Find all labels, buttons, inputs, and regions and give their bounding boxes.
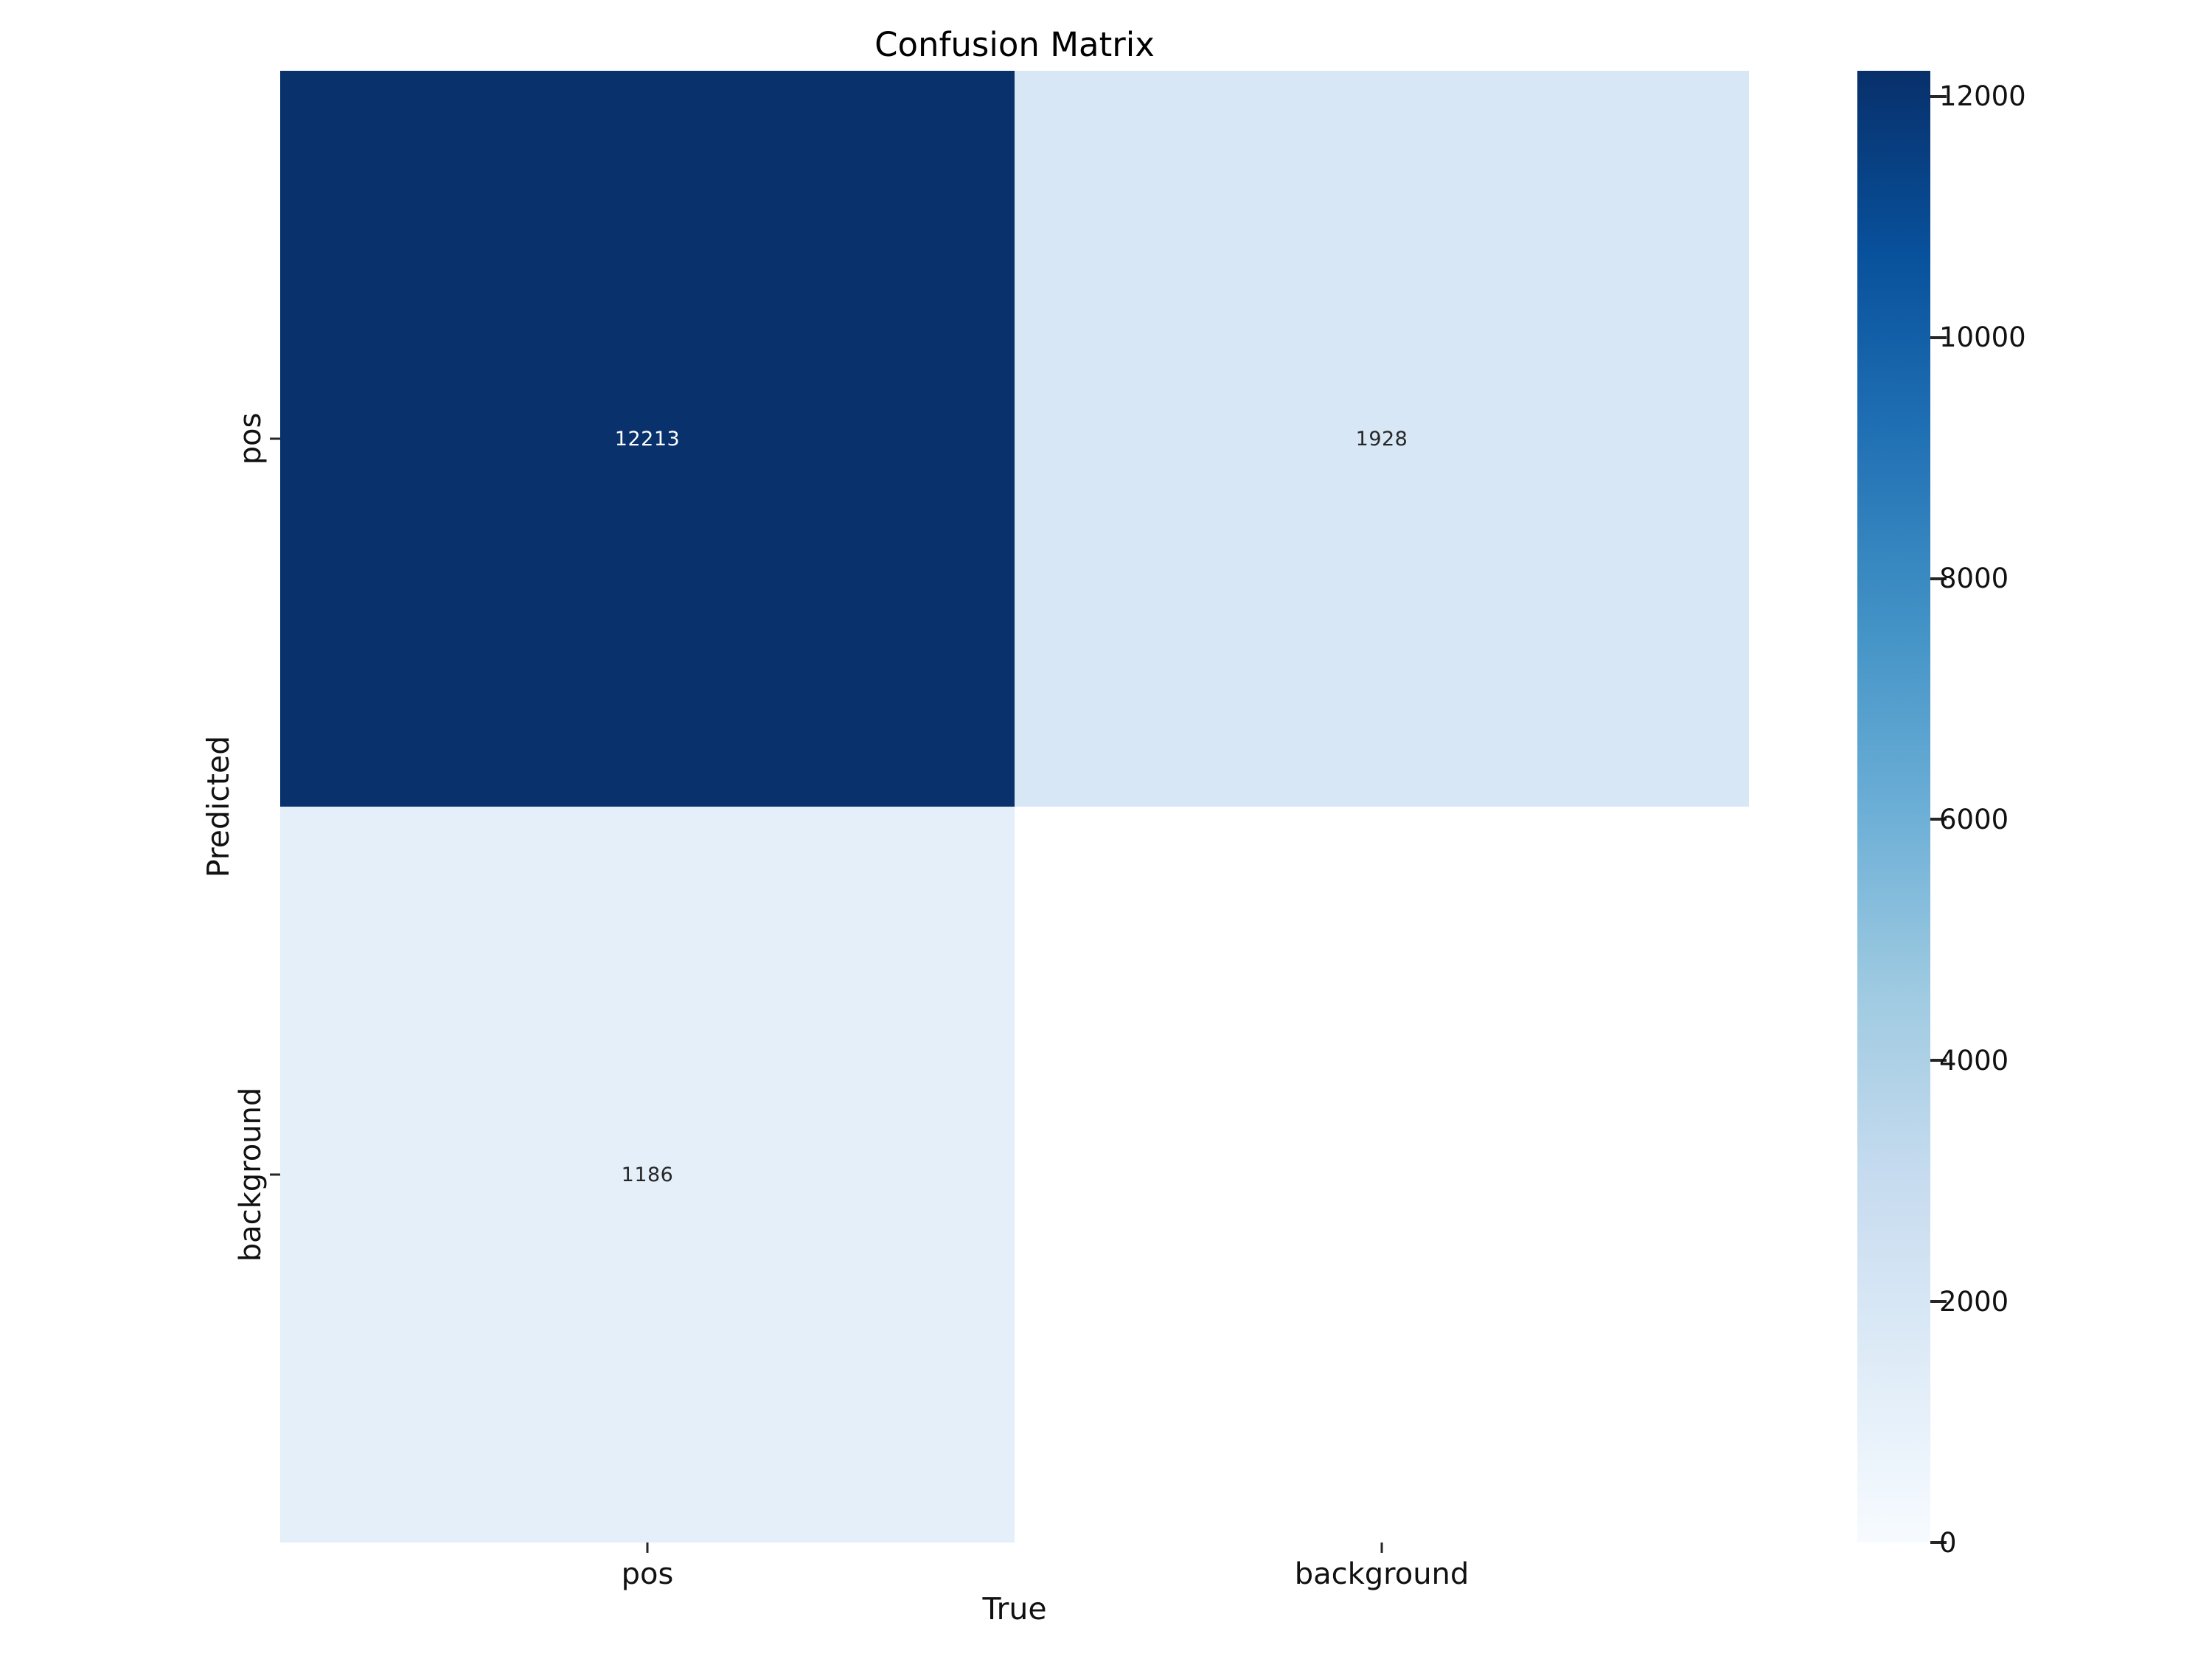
x-tick-label-pos: pos [621,1557,674,1591]
colorbar-tick-mark [1930,335,1947,339]
x-tick-mark [1380,1543,1383,1553]
colorbar-tick-mark [1930,577,1947,580]
heatmap-cell-pos-background: 1928 [1015,71,1749,807]
colorbar-tick-mark [1930,1541,1947,1544]
x-tick-label-background: background [1294,1557,1470,1591]
colorbar-tick-label: 6000 [1939,803,2009,835]
heatmap-cell-background-pos: 1186 [280,807,1015,1543]
colorbar-tick-mark [1930,1059,1947,1062]
colorbar-tick-label: 0 [1939,1526,1957,1559]
cell-value: 1928 [1355,427,1408,451]
y-axis-label: Predicted [201,735,236,878]
colorbar-tick-label: 10000 [1939,321,2026,354]
y-tick-mark [270,437,280,440]
cell-value: 1186 [621,1163,674,1186]
colorbar-tick-label: 2000 [1939,1285,2009,1318]
colorbar-tick-label: 4000 [1939,1044,2009,1077]
heatmap-cell-pos-pos: 12213 [280,71,1015,807]
colorbar-gradient [1857,71,1930,1543]
colorbar-tick-mark [1930,94,1947,98]
heatmap-cell-background-background [1015,807,1749,1543]
y-tick-label-background: background [234,1087,268,1262]
x-axis-label: True [982,1591,1047,1627]
cell-value: 12213 [614,427,681,451]
heatmap-plot-area: 12213 1928 1186 [280,71,1749,1543]
colorbar-tick-mark [1930,1300,1947,1304]
y-tick-label-pos: pos [234,412,268,465]
colorbar-tick-mark [1930,818,1947,821]
colorbar-tick-label: 8000 [1939,563,2009,595]
y-tick-mark [270,1173,280,1176]
x-tick-mark [646,1543,649,1553]
colorbar-tick-label: 12000 [1939,80,2026,113]
chart-title: Confusion Matrix [874,25,1155,64]
